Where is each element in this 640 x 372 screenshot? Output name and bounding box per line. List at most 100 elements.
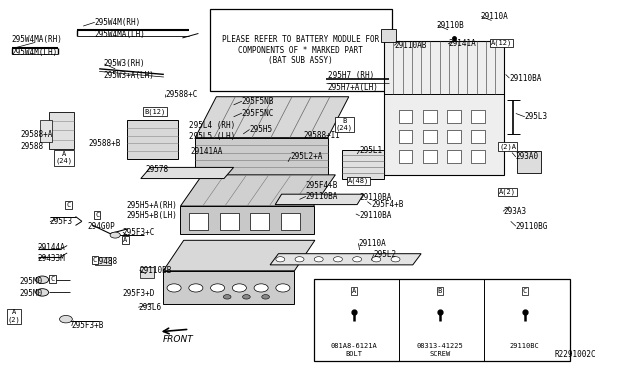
Text: B: B [438,288,442,294]
Polygon shape [180,175,335,206]
Text: 29110A: 29110A [480,12,508,21]
Text: 29588+B: 29588+B [88,139,121,148]
Text: 293A3: 293A3 [503,207,526,216]
Text: 295F3+B: 295F3+B [72,321,104,330]
Text: C: C [93,257,97,263]
Text: 29141AA: 29141AA [191,147,223,155]
Bar [472,110,484,123]
Text: 29110BA: 29110BA [306,192,339,201]
Bar [423,150,436,163]
Polygon shape [163,271,294,304]
Circle shape [391,257,400,262]
Text: 295H5+A(RH): 295H5+A(RH) [127,201,177,210]
Polygon shape [195,138,328,175]
Circle shape [372,257,381,262]
Polygon shape [127,120,178,159]
Bar [472,150,484,163]
Text: SCREW: SCREW [429,351,451,357]
Text: 295F5NC: 295F5NC [242,109,275,118]
Bar [399,110,412,123]
Text: 29110B: 29110B [436,21,464,30]
Text: 294G0P: 294G0P [87,222,115,231]
Bar [250,213,269,230]
Polygon shape [270,254,421,265]
Text: 29144A: 29144A [37,243,65,251]
Text: 293A0: 293A0 [516,153,539,161]
Text: 293L6: 293L6 [138,303,161,312]
Circle shape [353,257,362,262]
Text: 295M0: 295M0 [19,277,42,286]
Text: A(2): A(2) [499,189,516,195]
Polygon shape [180,206,314,234]
Circle shape [314,257,323,262]
Text: 295F4+B: 295F4+B [371,200,404,209]
Circle shape [36,276,49,283]
Circle shape [223,295,231,299]
Bar [447,150,461,163]
Text: 29110BC: 29110BC [510,343,540,349]
Text: 29588+A: 29588+A [20,130,53,139]
Polygon shape [275,194,364,205]
Text: 29141A: 29141A [448,39,476,48]
Bar [399,130,412,143]
Text: 295H7+A(LH): 295H7+A(LH) [328,83,378,92]
Polygon shape [141,167,234,179]
Text: 29588+II: 29588+II [303,131,340,140]
Text: FRONT: FRONT [163,335,193,344]
Text: 29110A: 29110A [358,239,386,248]
Bar [40,120,52,142]
Text: 295F3+C: 295F3+C [123,228,156,237]
Bar [423,110,436,123]
Bar [220,213,239,230]
Circle shape [189,284,203,292]
Text: 295H5: 295H5 [250,125,273,134]
Text: B(12): B(12) [144,108,166,115]
Text: 295W3(RH): 295W3(RH) [104,60,145,68]
Text: 295F3+D: 295F3+D [123,289,156,298]
Text: 29488: 29488 [95,257,118,266]
Text: 295W4MA(RH): 295W4MA(RH) [12,35,62,44]
Text: 295F3: 295F3 [50,217,73,226]
Bar [95,257,111,265]
Bar [381,29,396,42]
Text: 295W4M(LH): 295W4M(LH) [12,48,58,57]
Bar [517,151,541,173]
Text: 29588+C: 29588+C [165,90,198,99]
Text: 295W4M(RH): 295W4M(RH) [95,18,141,27]
Text: A: A [124,237,127,243]
Bar [189,213,208,230]
Circle shape [232,284,246,292]
Bar [140,267,154,278]
Text: 295L3: 295L3 [525,112,548,121]
Text: C: C [67,202,70,208]
Text: R2291002C: R2291002C [554,350,596,359]
Text: C: C [523,288,527,294]
Text: 295L5 (LH): 295L5 (LH) [189,132,235,141]
Bar [472,130,484,143]
Polygon shape [342,150,384,179]
Bar [49,112,74,149]
Text: 295L4 (RH): 295L4 (RH) [189,121,235,130]
Text: 295F5NB: 295F5NB [242,97,275,106]
Text: BOLT: BOLT [346,351,362,357]
Circle shape [262,295,269,299]
Text: 081A8-6121A: 081A8-6121A [330,343,378,349]
Text: A(12): A(12) [491,40,513,46]
Text: A(48): A(48) [348,177,369,184]
Bar [399,150,412,163]
Circle shape [167,284,181,292]
Text: C: C [51,276,54,282]
Bar [384,41,504,175]
Circle shape [110,232,120,238]
Bar [423,130,436,143]
Text: 295H5+B(LH): 295H5+B(LH) [127,211,177,220]
Circle shape [60,315,72,323]
Text: 29110BA: 29110BA [509,74,542,83]
Text: 295L1: 295L1 [360,146,383,155]
Polygon shape [195,97,349,138]
Text: 29578: 29578 [146,165,169,174]
Text: 295H7 (RH): 295H7 (RH) [328,71,374,80]
Text: 29110AB: 29110AB [394,41,427,50]
Text: 29110BA: 29110BA [360,211,392,220]
Polygon shape [163,240,315,271]
